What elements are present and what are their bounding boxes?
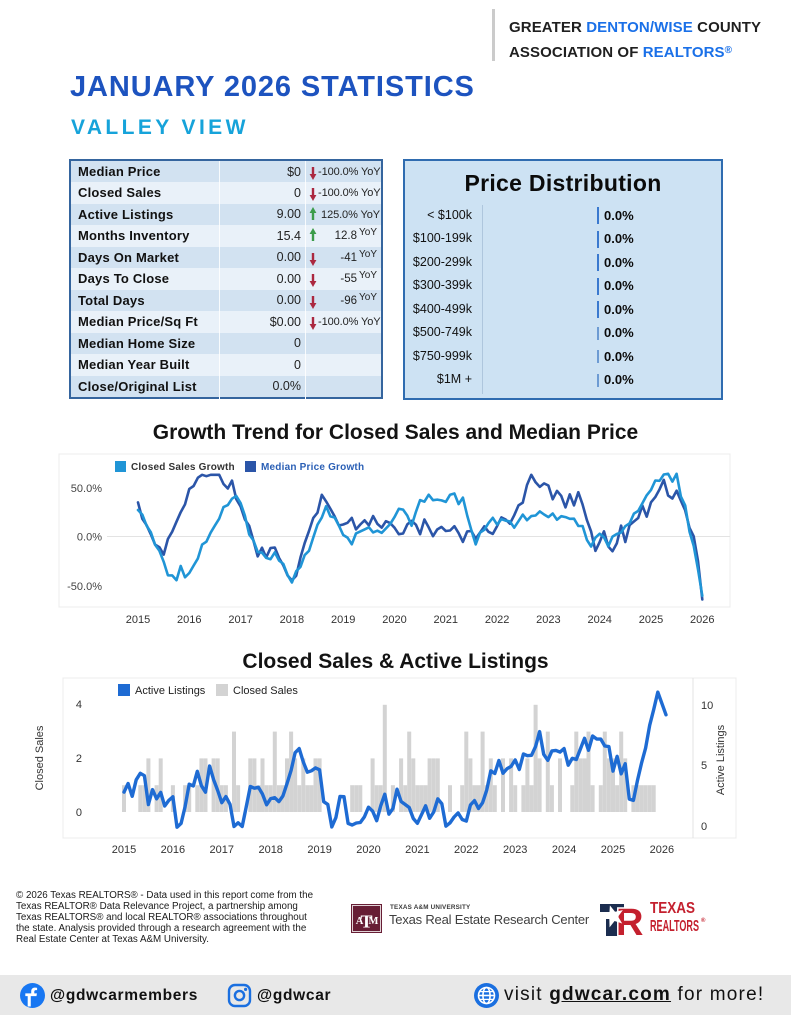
svg-text:2022: 2022 [485,614,509,626]
svg-text:R: R [616,902,643,937]
svg-text:2026: 2026 [690,614,714,626]
svg-text:2024: 2024 [587,614,611,626]
svg-text:2020: 2020 [382,614,406,626]
svg-text:A: A [356,916,364,927]
svg-text:50.0%: 50.0% [71,483,102,495]
svg-text:2017: 2017 [228,614,252,626]
svg-text:Median Price Growth: Median Price Growth [261,462,364,473]
svg-text:Closed Sales: Closed Sales [34,725,46,790]
svg-text:TEXAS: TEXAS [650,900,695,917]
svg-text:2018: 2018 [258,844,282,856]
svg-text:2: 2 [76,753,82,765]
svg-text:2020: 2020 [356,844,380,856]
svg-text:10: 10 [701,700,713,712]
svg-text:2026: 2026 [650,844,674,856]
svg-text:2025: 2025 [601,844,625,856]
svg-text:2016: 2016 [161,844,185,856]
svg-text:2016: 2016 [177,614,201,626]
svg-text:R: R [616,902,643,937]
svg-text:2024: 2024 [552,844,576,856]
svg-text:Closed Sales: Closed Sales [233,685,298,697]
svg-text:T: T [360,912,372,932]
svg-text:2025: 2025 [639,614,663,626]
svg-text:M: M [369,916,379,927]
svg-text:Active Listings: Active Listings [715,724,727,795]
svg-text:0: 0 [701,821,707,833]
svg-text:Active Listings: Active Listings [135,685,206,697]
svg-text:2017: 2017 [210,844,234,856]
svg-text:2023: 2023 [536,614,560,626]
svg-text:2021: 2021 [434,614,458,626]
svg-text:2018: 2018 [280,614,304,626]
svg-text:2021: 2021 [405,844,429,856]
svg-text:2019: 2019 [331,614,355,626]
svg-text:Closed Sales Growth: Closed Sales Growth [131,462,235,473]
svg-text:5: 5 [701,760,707,772]
svg-text:4: 4 [76,699,82,711]
svg-text:REALTORS: REALTORS [650,918,699,935]
svg-text:2015: 2015 [112,844,136,856]
svg-text:®: ® [701,917,706,924]
svg-text:2019: 2019 [307,844,331,856]
svg-text:0.0%: 0.0% [77,532,102,544]
svg-text:2015: 2015 [126,614,150,626]
svg-text:2023: 2023 [503,844,527,856]
svg-text:0: 0 [76,807,82,819]
svg-text:2022: 2022 [454,844,478,856]
svg-text:-50.0%: -50.0% [67,581,102,593]
